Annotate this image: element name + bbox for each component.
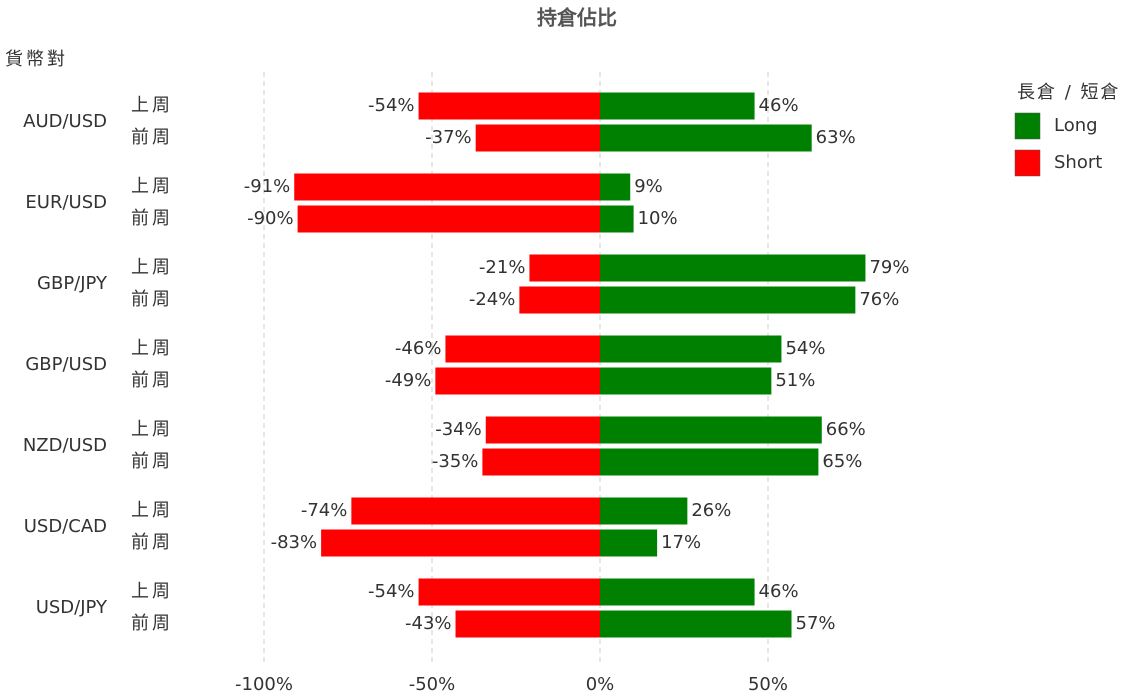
bar bbox=[418, 92, 600, 120]
bar bbox=[600, 367, 772, 395]
period-label: 上周 bbox=[131, 419, 173, 440]
value-label: 79% bbox=[869, 257, 909, 278]
bar bbox=[455, 610, 600, 638]
value-label: -46% bbox=[395, 338, 442, 359]
value-label: 51% bbox=[775, 370, 815, 391]
value-label: -24% bbox=[469, 289, 516, 310]
period-label: 前周 bbox=[131, 451, 173, 472]
group-label: AUD/USD bbox=[23, 111, 107, 132]
legend-label: Short bbox=[1054, 152, 1102, 173]
bar bbox=[600, 124, 812, 152]
value-label: -34% bbox=[435, 419, 482, 440]
bar bbox=[600, 254, 866, 282]
period-label: 前周 bbox=[131, 208, 173, 229]
period-label: 上周 bbox=[131, 581, 173, 602]
value-label: -74% bbox=[301, 500, 348, 521]
value-label: -21% bbox=[479, 257, 526, 278]
value-label: -35% bbox=[432, 451, 479, 472]
bar bbox=[519, 286, 600, 314]
value-label: 26% bbox=[691, 500, 731, 521]
legend-label: Long bbox=[1054, 115, 1098, 136]
bar bbox=[600, 529, 658, 557]
bar bbox=[600, 205, 634, 233]
bar bbox=[482, 448, 600, 476]
period-label: 前周 bbox=[131, 370, 173, 391]
period-label: 上周 bbox=[131, 176, 173, 197]
period-label: 上周 bbox=[131, 500, 173, 521]
value-label: 65% bbox=[822, 451, 862, 472]
legend-swatch bbox=[1014, 112, 1041, 140]
bar bbox=[600, 416, 822, 444]
group-label: USD/JPY bbox=[36, 597, 108, 618]
group-label: GBP/USD bbox=[25, 354, 107, 375]
x-tick-label: -100% bbox=[235, 674, 293, 695]
bar bbox=[600, 92, 755, 120]
period-label: 上周 bbox=[131, 338, 173, 359]
bar bbox=[600, 497, 688, 525]
period-label: 前周 bbox=[131, 613, 173, 634]
value-label: 46% bbox=[759, 581, 799, 602]
bar bbox=[435, 367, 600, 395]
legend-swatch bbox=[1014, 149, 1041, 177]
value-label: 76% bbox=[859, 289, 899, 310]
value-label: 17% bbox=[661, 532, 701, 553]
bar bbox=[529, 254, 600, 282]
bar bbox=[600, 335, 782, 363]
legend-title: 長倉 / 短倉 bbox=[1017, 82, 1121, 103]
bar bbox=[485, 416, 600, 444]
value-label: -90% bbox=[247, 208, 294, 229]
value-label: 9% bbox=[634, 176, 663, 197]
bar bbox=[297, 205, 600, 233]
bar bbox=[600, 610, 792, 638]
period-label: 前周 bbox=[131, 289, 173, 310]
y-axis-label: 貨幣對 bbox=[5, 49, 68, 70]
value-label: 57% bbox=[796, 613, 836, 634]
period-label: 前周 bbox=[131, 127, 173, 148]
value-label: 66% bbox=[826, 419, 866, 440]
value-label: -83% bbox=[271, 532, 318, 553]
value-label: -91% bbox=[244, 176, 291, 197]
bar bbox=[600, 578, 755, 606]
bar bbox=[445, 335, 600, 363]
value-label: -54% bbox=[368, 95, 415, 116]
value-label: 10% bbox=[638, 208, 678, 229]
period-label: 上周 bbox=[131, 257, 173, 278]
bar bbox=[351, 497, 600, 525]
group-label: EUR/USD bbox=[25, 192, 107, 213]
group-label: GBP/JPY bbox=[37, 273, 108, 294]
bar bbox=[475, 124, 600, 152]
chart-title: 持倉佔比 bbox=[537, 6, 617, 30]
value-label: -43% bbox=[405, 613, 452, 634]
value-label: 63% bbox=[816, 127, 856, 148]
value-label: -37% bbox=[425, 127, 472, 148]
bar bbox=[600, 286, 856, 314]
period-label: 前周 bbox=[131, 532, 173, 553]
bar bbox=[600, 448, 819, 476]
x-tick-label: -50% bbox=[409, 674, 456, 695]
bar bbox=[294, 173, 600, 201]
value-label: 54% bbox=[785, 338, 825, 359]
bar bbox=[600, 173, 631, 201]
value-label: -49% bbox=[385, 370, 432, 391]
bar bbox=[321, 529, 600, 557]
group-label: NZD/USD bbox=[23, 435, 107, 456]
group-label: USD/CAD bbox=[24, 516, 107, 537]
period-label: 上周 bbox=[131, 95, 173, 116]
value-label: -54% bbox=[368, 581, 415, 602]
x-tick-label: 50% bbox=[748, 674, 788, 695]
x-tick-label: 0% bbox=[586, 674, 615, 695]
value-label: 46% bbox=[759, 95, 799, 116]
bar bbox=[418, 578, 600, 606]
